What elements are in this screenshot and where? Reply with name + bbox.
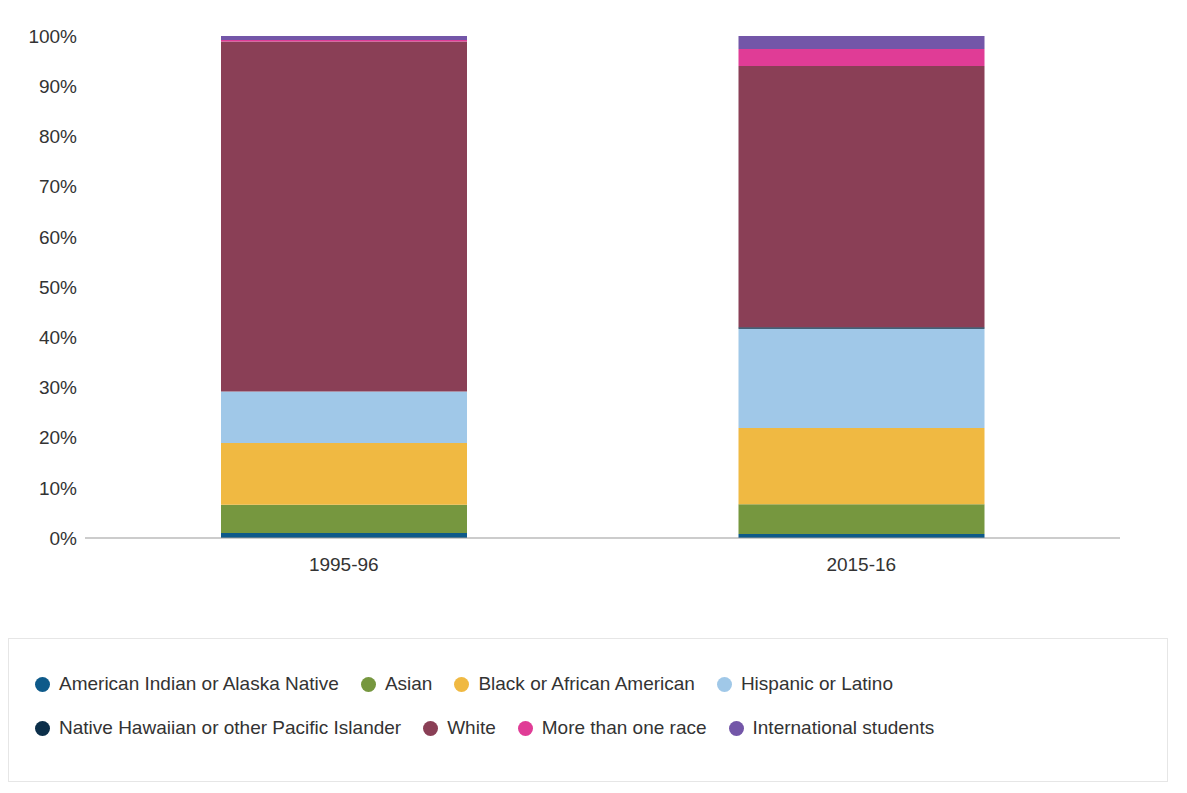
html-text:Hispanic or Latino: Hispanic or Latino (740, 673, 893, 694)
svg-text:50%: 50% (39, 277, 77, 298)
svg-text:90%: 90% (39, 76, 77, 97)
html-text:Black or African American: Black or African American (478, 673, 695, 694)
html-text:Native Hawaiian or other Pacif: Native Hawaiian or other Pacific Islande… (59, 717, 402, 738)
svg-text:60%: 60% (39, 227, 77, 248)
svg-text:10%: 10% (39, 478, 77, 499)
html-text:Asian: Asian (384, 673, 433, 694)
svg-text:100%: 100% (28, 26, 77, 47)
svg-text:30%: 30% (39, 377, 77, 398)
html-text:International students: International students (752, 717, 935, 738)
svg-text:80%: 80% (39, 126, 77, 147)
html-text:White: White (447, 717, 496, 738)
svg-text:70%: 70% (39, 176, 77, 197)
svg-text:20%: 20% (39, 427, 77, 448)
html-text:More than one race: More than one race (541, 717, 707, 738)
svg-text:0%: 0% (50, 528, 78, 549)
html-text:American Indian or Alaska Nati: American Indian or Alaska Native (59, 673, 339, 694)
svg-text:2015-16: 2015-16 (826, 554, 896, 575)
svg-text:1995-96: 1995-96 (309, 554, 379, 575)
svg-text:40%: 40% (39, 327, 77, 348)
